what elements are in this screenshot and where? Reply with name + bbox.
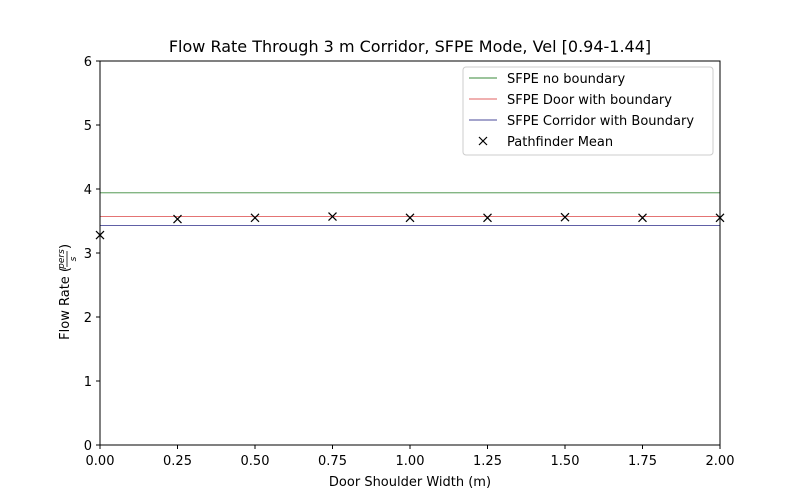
svg-text:): )	[58, 244, 73, 249]
legend-swatch	[478, 136, 488, 146]
x-axis-label: Door Shoulder Width (m)	[329, 475, 491, 490]
chart-title: Flow Rate Through 3 m Corridor, SFPE Mod…	[169, 37, 651, 56]
svg-text:pers: pers	[57, 249, 67, 270]
x-tick-label: 1.75	[628, 454, 657, 469]
x-tick-label: 1.00	[396, 454, 425, 469]
data-point-marker	[328, 212, 337, 221]
x-tick-label: 0.00	[86, 454, 115, 469]
svg-text:s: s	[69, 256, 79, 261]
data-point-marker	[560, 212, 570, 222]
x-axis: 0.00 0.25 0.50 0.75 1.00 1.25 1.50 1.75 2.00	[86, 445, 735, 469]
data-point-marker	[173, 214, 182, 224]
series-layer	[100, 192, 720, 226]
y-axis: 0 1 2 3 4 5 6	[84, 55, 100, 454]
x-tick-label: 0.25	[163, 454, 192, 469]
x-tick-label: 2.00	[706, 454, 735, 469]
y-tick-label: 0	[84, 439, 92, 454]
legend-label: SFPE no boundary	[507, 72, 625, 87]
y-tick-label: 1	[84, 375, 92, 390]
data-point-marker	[483, 213, 492, 223]
legend-box	[462, 66, 714, 156]
legend-label: SFPE Corridor with Boundary	[507, 114, 694, 129]
x-tick-label: 1.25	[473, 454, 502, 469]
legend: SFPE no boundary SFPE Door with boundary S…	[462, 66, 714, 156]
svg-text:Flow Rate (: Flow Rate (	[58, 267, 73, 340]
y-tick-label: 6	[84, 55, 92, 70]
x-tick-label: 0.50	[241, 454, 270, 469]
y-tick-label: 3	[84, 247, 92, 262]
marker-layer	[95, 212, 725, 240]
y-tick-label: 4	[84, 183, 92, 198]
data-point-marker	[250, 213, 260, 223]
data-point-marker	[638, 213, 647, 223]
legend-label: SFPE Door with boundary	[507, 93, 672, 108]
y-tick-label: 2	[84, 311, 92, 326]
x-tick-label: 0.75	[318, 454, 347, 469]
y-axis-label: Flow Rate (pers s)	[57, 244, 79, 340]
data-point-marker	[405, 213, 415, 223]
x-tick-label: 1.50	[551, 454, 580, 469]
legend-label: Pathfinder Mean	[507, 135, 613, 150]
y-tick-label: 5	[84, 119, 92, 134]
